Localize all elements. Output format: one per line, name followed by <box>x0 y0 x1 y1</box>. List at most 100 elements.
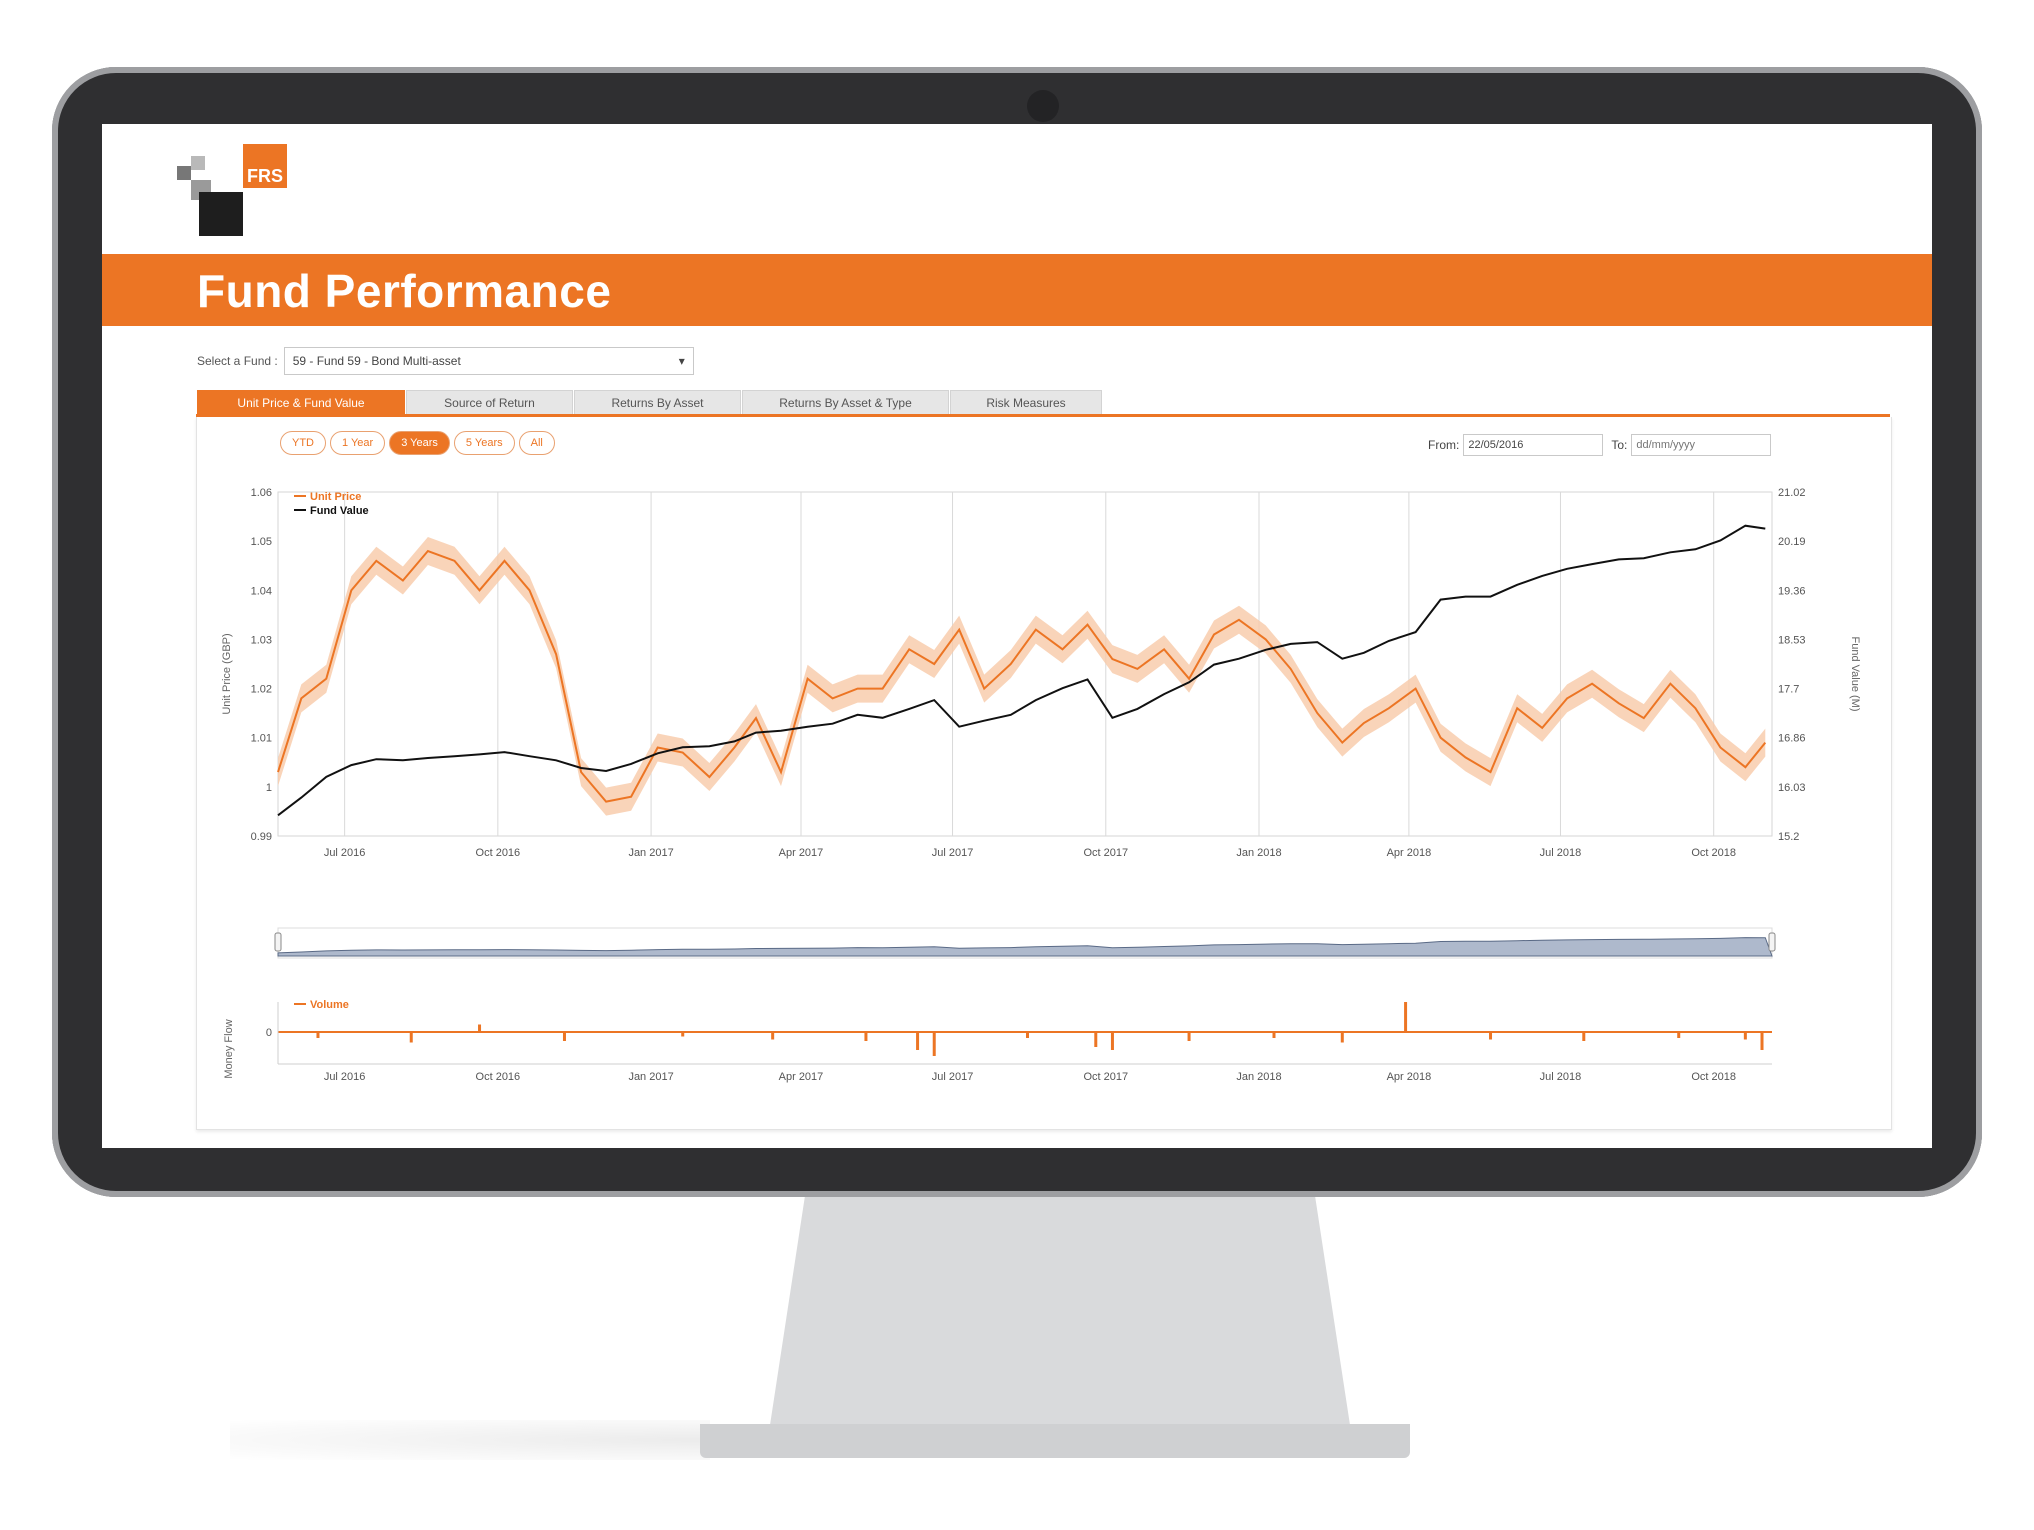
chart-axes: 0.99 1 1.01 1.02 1.03 1.04 1.05 1.06 15.2 16.03 16… <box>251 487 1806 859</box>
volume-bar <box>409 1032 413 1043</box>
volume-x-tick-label: Jan 2017 <box>628 1071 673 1083</box>
volume-bar <box>1187 1032 1191 1041</box>
legend-fund-value[interactable]: Fund Value <box>310 505 369 517</box>
y-tick-left: 0.99 <box>251 831 272 843</box>
y-tick-left: 1.03 <box>251 634 272 646</box>
volume-bar <box>1272 1032 1276 1038</box>
x-tick-label: Jul 2016 <box>324 847 366 859</box>
x-tick-label: Jan 2018 <box>1236 847 1281 859</box>
volume-bar <box>1110 1032 1114 1050</box>
navigator-handle-left[interactable] <box>274 932 282 952</box>
volume-x-tick-label: Jan 2018 <box>1236 1071 1281 1083</box>
y-tick-right: 17.7 <box>1778 684 1799 696</box>
range-navigator[interactable] <box>102 924 1932 964</box>
tab-returns-by-asset-type[interactable]: Returns By Asset & Type <box>742 390 949 416</box>
volume-bar <box>916 1032 920 1050</box>
volume-bar <box>562 1032 566 1041</box>
volume-y-tick: 0 <box>266 1027 272 1039</box>
frs-logo: FRS <box>177 144 287 236</box>
range-ytd-button[interactable]: YTD <box>280 431 326 455</box>
y-tick-left: 1.06 <box>251 487 272 499</box>
fund-select-value: 59 - Fund 59 - Bond Multi-asset <box>292 354 461 368</box>
volume-bar <box>1404 1002 1408 1032</box>
from-date-input[interactable] <box>1463 434 1604 456</box>
plot-border <box>277 491 1773 837</box>
volume-x-tick-label: Jul 2018 <box>1540 1071 1582 1083</box>
volume-bar <box>1677 1032 1681 1038</box>
y-tick-left: 1.01 <box>251 733 272 745</box>
volume-bar <box>478 1024 482 1032</box>
monitor-bezel <box>52 67 1982 1197</box>
y-axis-label-money-flow: Money Flow <box>223 1019 235 1078</box>
logo-square-light <box>191 156 205 170</box>
volume-bar <box>1582 1032 1586 1041</box>
tab-returns-by-asset[interactable]: Returns By Asset <box>574 390 741 416</box>
y-tick-right: 15.2 <box>1778 831 1799 843</box>
unit-price-range-band <box>278 537 1766 816</box>
chart-legend: Unit Price Fund Value <box>294 491 369 517</box>
navigator-series <box>277 937 1773 957</box>
unit-price-fund-value-chart: 0.99 1 1.01 1.02 1.03 1.04 1.05 1.06 15.2 16.03 16… <box>221 487 1861 859</box>
to-label: To: <box>1611 438 1628 452</box>
y-tick-left: 1.02 <box>251 684 272 696</box>
monitor-base <box>700 1424 1410 1458</box>
volume-bar <box>864 1032 868 1041</box>
volume-x-tick-label: Apr 2018 <box>1387 1071 1432 1083</box>
y-tick-right: 16.86 <box>1778 733 1806 745</box>
dropdown-arrow-icon: ▾ <box>678 354 685 368</box>
volume-bar <box>681 1032 685 1037</box>
volume-x-tick-label: Oct 2018 <box>1691 1071 1736 1083</box>
y-tick-right: 21.02 <box>1778 487 1806 499</box>
page-title: Fund Performance <box>197 265 612 317</box>
y-tick-right: 18.53 <box>1778 634 1806 646</box>
volume-x-tick-label: Apr 2017 <box>779 1071 824 1083</box>
webcam <box>1027 90 1059 122</box>
tab-risk-measures[interactable]: Risk Measures <box>950 390 1102 416</box>
volume-x-tick-label: Jul 2016 <box>324 1071 366 1083</box>
date-range: From: To: <box>1428 434 1779 456</box>
stand-shadow <box>230 1420 710 1460</box>
monitor-stand <box>770 1197 1350 1425</box>
x-tick-label: Apr 2017 <box>779 847 824 859</box>
tab-underline <box>196 414 1890 417</box>
volume-x-tick-label: Oct 2016 <box>476 1071 521 1083</box>
navigator-handle-right[interactable] <box>1768 932 1776 952</box>
volume-bar <box>1025 1032 1029 1038</box>
legend-unit-price[interactable]: Unit Price <box>310 491 361 503</box>
logo-square-orange <box>243 144 287 188</box>
screen: FRS Fund Performance Select a Fund : 59 … <box>102 124 1932 1148</box>
to-date-input[interactable] <box>1631 434 1772 456</box>
unit-price-band <box>278 537 1766 816</box>
chart-panel <box>196 417 1892 1130</box>
fund-selector-label: Select a Fund : <box>197 354 278 368</box>
y-tick-left: 1.05 <box>251 536 272 548</box>
tab-source-of-return[interactable]: Source of Return <box>406 390 573 416</box>
range-1-year-button[interactable]: 1 Year <box>330 431 386 455</box>
y-tick-right: 20.19 <box>1778 536 1806 548</box>
x-tick-label: Jul 2017 <box>932 847 974 859</box>
x-tick-label: Oct 2018 <box>1691 847 1736 859</box>
fund-value-line[interactable] <box>277 524 1766 817</box>
range-5-years-button[interactable]: 5 Years <box>453 431 515 455</box>
x-tick-label: Apr 2018 <box>1387 847 1432 859</box>
x-tick-label: Oct 2017 <box>1083 847 1128 859</box>
volume-bar <box>1760 1032 1764 1050</box>
volume-bar <box>1340 1032 1344 1043</box>
fund-selector-row: Select a Fund : 59 - Fund 59 - Bond Mult… <box>197 346 694 376</box>
x-tick-label: Oct 2016 <box>476 847 521 859</box>
volume-bar <box>1489 1032 1493 1040</box>
volume-bar <box>1743 1032 1747 1040</box>
legend-volume[interactable]: Volume <box>310 999 349 1011</box>
tab-unit-price-fund-value[interactable]: Unit Price & Fund Value <box>197 390 405 416</box>
y-axis-label-right: Fund Value (M) <box>1849 637 1861 712</box>
x-tick-label: Jan 2017 <box>628 847 673 859</box>
range-3-years-button[interactable]: 3 Years <box>389 431 450 455</box>
range-all-button[interactable]: All <box>518 431 555 455</box>
y-tick-right: 19.36 <box>1778 585 1806 597</box>
x-tick-label: Jul 2018 <box>1540 847 1582 859</box>
fund-select[interactable]: 59 - Fund 59 - Bond Multi-asset ▾ <box>283 347 694 375</box>
volume-bar <box>316 1032 320 1038</box>
y-tick-left: 1 <box>266 782 272 794</box>
unit-price-line[interactable] <box>277 549 1767 803</box>
chart-grid <box>277 491 1773 837</box>
